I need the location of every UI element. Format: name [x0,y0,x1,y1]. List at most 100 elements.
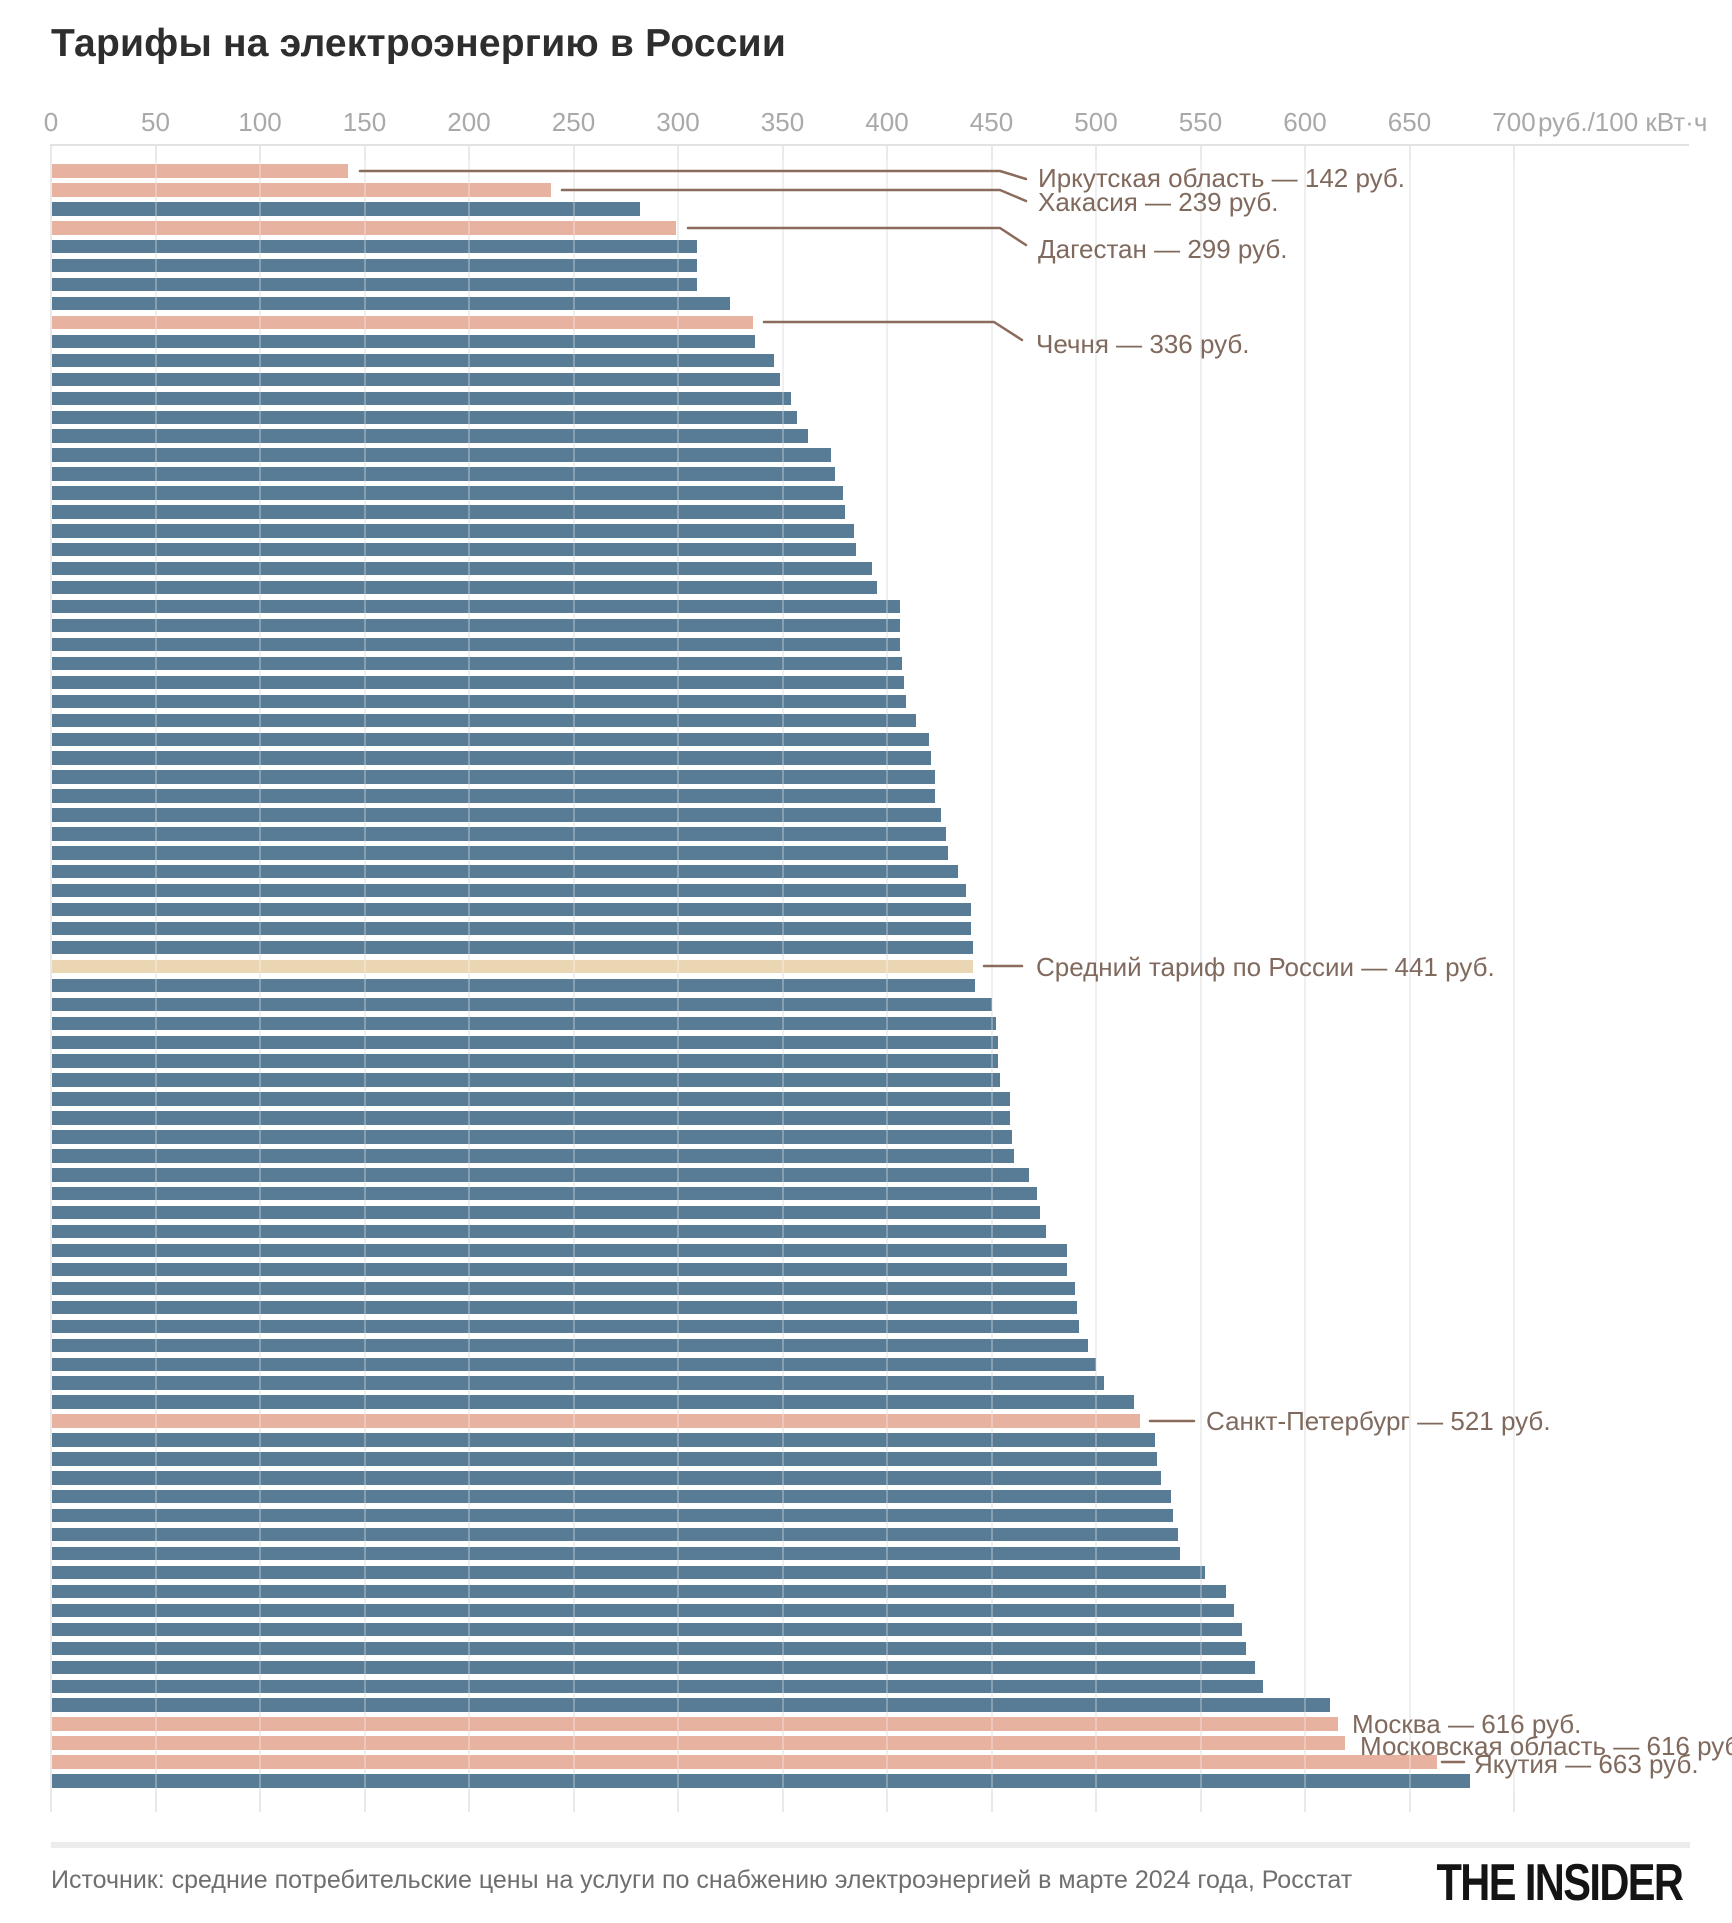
bar-row [52,353,775,368]
gridline-overlay [259,161,261,1791]
page-title: Тарифы на электроэнергию в России [51,22,787,65]
bar-row [52,1641,1247,1655]
bar-row [52,202,641,216]
gridline [990,143,993,1812]
gridline [572,143,575,1812]
gridline [677,143,679,1812]
bar-row [52,637,900,652]
bar-row [52,1016,996,1030]
bar-row [52,1660,1255,1674]
annotation-label: Дагестан — 299 руб. [1038,234,1288,264]
footer-divider [51,1842,1690,1848]
bar-row [52,1319,1080,1334]
bar-row [52,448,831,462]
gridline [468,143,470,1812]
bar-khakassia [52,183,551,197]
axis-tick-label: 150 [342,107,387,137]
bar-row [52,1168,1030,1182]
axis-tick-label: 0 [43,107,59,137]
bar-row [52,1073,1000,1087]
bar-row [52,334,756,349]
gridline-overlay [1513,161,1515,1791]
bar-row [52,1130,1013,1144]
bar-row [52,1376,1105,1390]
the-insider-logo: THE INSIDER [1436,1854,1684,1912]
bar-row [52,1054,998,1068]
axis-tick-label: 550 [1178,107,1223,137]
gridline [1408,143,1411,1812]
bar-row [52,1546,1180,1561]
bar-row [52,808,942,822]
bar-row [52,1565,1205,1580]
gridline-overlay [1199,161,1202,1791]
bar-row [52,865,959,879]
bar-row [52,618,900,633]
bar-row [52,1603,1234,1618]
bar-dagestan [52,221,676,235]
bar-row [52,1092,1011,1106]
axis-tick-label: 250 [551,107,596,137]
bar-row [52,1395,1134,1409]
bar-row [52,770,936,784]
bar-row [52,1357,1096,1371]
bar-row [52,902,971,917]
annotation-label: Московская область — 616 руб. [1360,1731,1732,1761]
source-note: Источник: средние потребительские цены н… [51,1866,1353,1894]
bar-row [52,1584,1226,1599]
bar-row [52,372,781,387]
leader-line [358,169,1028,181]
axis-tick-label: 650 [1387,107,1432,137]
bar-row [52,1224,1046,1239]
bar-row [52,296,731,311]
axis-tick-label: 600 [1283,107,1327,137]
gridline [886,143,888,1812]
gridline [363,143,366,1812]
annotation-label: Хакасия — 239 руб. [1038,187,1279,217]
bar-row [52,562,873,576]
bar-yakutia [52,1755,1437,1769]
axis-tick-label: 350 [760,107,805,137]
bar-row [52,1527,1178,1542]
gridline [781,143,784,1812]
bar-row [52,789,936,803]
gridline [154,143,157,1812]
gridline [1304,143,1306,1812]
gridline-overlay [990,161,993,1791]
bar-row [52,599,900,614]
bar-row [52,505,846,519]
bar-row [52,675,904,690]
annotation-label: Иркутская область — 142 руб. [1038,163,1406,193]
bar-row [52,1452,1157,1466]
bar-russia-average [52,959,973,974]
bar-row [52,1262,1067,1277]
bar-row [52,486,844,500]
gridline-overlay [154,161,157,1791]
annotation-label: Санкт-Петербург — 521 руб. [1206,1406,1551,1436]
gridline [1199,143,1202,1812]
gridline [1095,143,1097,1812]
gridline-overlay [363,161,366,1791]
bar-row [52,1774,1471,1788]
bar-row [52,713,917,727]
bar-row [52,1433,1155,1447]
gridline-overlay [677,161,679,1791]
leader-line [686,226,1028,247]
bar-saint-petersburg [52,1414,1140,1428]
bar-row [52,1338,1088,1352]
gridline [259,143,261,1812]
bar-row [52,1243,1067,1258]
bar-row [52,1509,1174,1523]
gridline-overlay [572,161,575,1791]
axis-tick-label: 450 [969,107,1014,137]
bar-row [52,580,877,595]
annotation-label: Средний тариф по России — 441 руб. [1036,952,1495,982]
bar-row [52,656,902,671]
axis-tick-label: 300 [656,107,700,137]
axis-tick-label: 500 [1074,107,1118,137]
leader-line [762,320,1024,342]
axis-tick-label: 200 [447,107,491,137]
bar-row [52,429,808,443]
annotation-label: Чечня — 336 руб. [1036,329,1250,359]
